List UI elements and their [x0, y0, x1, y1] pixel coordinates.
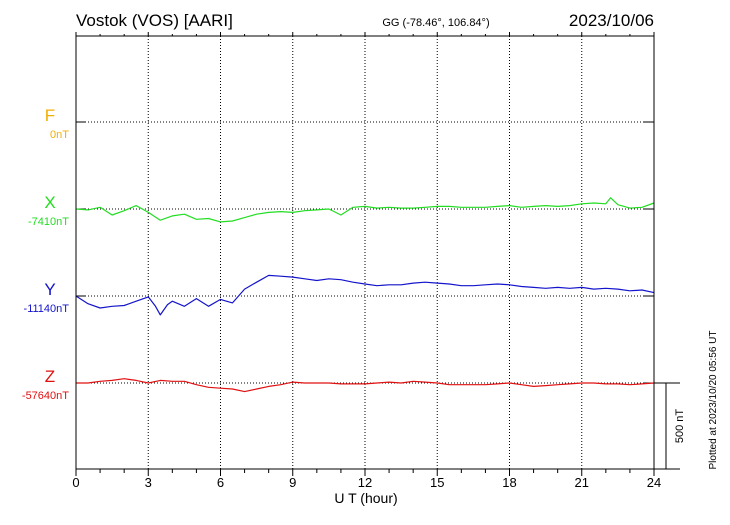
- component-label-z: Z: [45, 367, 55, 386]
- x-tick-label: 9: [289, 475, 296, 490]
- component-label-y: Y: [44, 280, 55, 299]
- plot-date: 2023/10/06: [569, 11, 654, 30]
- series-x: X -7410nT: [28, 193, 655, 228]
- x-axis-title: U T (hour): [334, 490, 397, 506]
- x-tick-label: 21: [575, 475, 589, 490]
- baseline-value-y: -11140nT: [24, 303, 70, 315]
- station-coords: GG (-78.46°, 106.84°): [382, 17, 489, 29]
- x-tick-label: 15: [430, 475, 444, 490]
- x-tick-label: 0: [72, 475, 79, 490]
- plotted-at-note: Plotted at 2023/10/20 05:56 UT: [708, 331, 719, 470]
- plot-frame: [75, 35, 655, 470]
- component-label-x: X: [44, 193, 55, 212]
- trace-x: [75, 197, 655, 223]
- scale-bar-label: 500 nT: [674, 409, 686, 444]
- baseline-value-x: -7410nT: [28, 216, 69, 228]
- series-group: F 0nT X -7410nT Y -11140nT Z -57640nT: [22, 106, 655, 402]
- x-tick-label: 12: [358, 475, 372, 490]
- series-z: Z -57640nT: [22, 367, 655, 402]
- component-label-f: F: [45, 106, 55, 125]
- grid: [147, 36, 583, 469]
- x-tick-label: 6: [217, 475, 224, 490]
- series-f: F 0nT: [45, 106, 654, 141]
- x-tick-label: 18: [502, 475, 516, 490]
- trace-y: [75, 274, 655, 316]
- series-y: Y -11140nT: [24, 274, 655, 316]
- x-tick-label: 3: [145, 475, 152, 490]
- baseline-value-f: 0nT: [50, 129, 69, 141]
- station-title: Vostok (VOS) [AARI]: [76, 11, 233, 30]
- baseline-value-z: -57640nT: [22, 390, 69, 402]
- x-tick-label: 24: [647, 475, 661, 490]
- trace-z: [76, 378, 655, 393]
- x-axis-ticks: 0 3 6 9 12 15 18 21 24: [72, 32, 661, 490]
